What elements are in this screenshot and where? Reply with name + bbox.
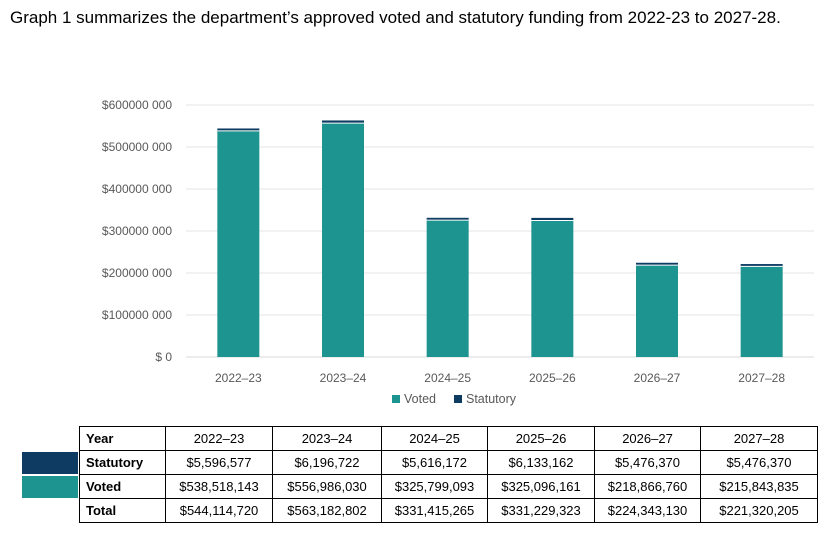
row-label: Voted: [79, 474, 166, 499]
table-cell: $325,096,161: [487, 474, 595, 499]
row-label: Statutory: [79, 450, 166, 475]
legend-label-statutory: Statutory: [466, 392, 517, 406]
bar-voted: [636, 265, 678, 357]
table-cell: $5,616,172: [381, 450, 488, 475]
x-tick-label: 2023–24: [320, 371, 367, 385]
table-cell: $218,866,760: [594, 474, 701, 499]
data-table: Year 2022–23 2023–24 2024–25 2025–26 202…: [79, 426, 818, 523]
bar-statutory: [217, 128, 260, 131]
legend-label-voted: Voted: [404, 392, 436, 406]
table-row-voted: Voted $538,518,143 $556,986,030 $325,799…: [79, 474, 818, 499]
voted-swatch: [22, 476, 78, 498]
table-cell: $221,320,205: [700, 498, 818, 523]
table-cell: $6,133,162: [487, 450, 595, 475]
bar-voted: [426, 220, 469, 357]
legend-swatch-voted: [392, 395, 400, 403]
y-tick-label: $100000 000: [102, 308, 172, 322]
x-tick-label: 2027–28: [738, 371, 785, 385]
table-header-cell: 2024–25: [381, 426, 488, 451]
table-cell: $331,415,265: [381, 498, 488, 523]
table-cell: $331,229,323: [487, 498, 595, 523]
page-title: Graph 1 summarizes the department’s appr…: [10, 8, 781, 27]
bar-voted: [217, 130, 260, 357]
y-tick-label: $400000 000: [102, 182, 172, 196]
x-tick-label: 2025–26: [529, 371, 576, 385]
table-cell: $544,114,720: [165, 498, 273, 523]
x-tick-label: 2026–27: [634, 371, 681, 385]
table-header-cell: 2025–26: [487, 426, 595, 451]
table-cell: $5,476,370: [700, 450, 818, 475]
table-cell: $563,182,802: [272, 498, 382, 523]
y-tick-label: $500000 000: [102, 140, 172, 154]
statutory-swatch: [22, 452, 78, 474]
stacked-bar-chart: $ 0 $100000 000 $200000 000 $300000 000 $400…: [102, 98, 814, 406]
y-tick-label: $ 0: [155, 350, 172, 364]
bar-voted: [740, 266, 783, 357]
legend-swatch-statutory: [454, 395, 462, 403]
bar-statutory: [322, 120, 364, 124]
table-header-cell: 2027–28: [700, 426, 818, 451]
bar-voted: [322, 123, 364, 358]
x-tick-label: 2022–23: [215, 371, 262, 385]
table-cell: $224,343,130: [594, 498, 701, 523]
y-tick-label: $600000 000: [102, 98, 172, 112]
bar-statutory: [740, 264, 783, 267]
row-label: Total: [79, 498, 166, 523]
bar-statutory: [531, 217, 574, 221]
table-cell: $6,196,722: [272, 450, 382, 475]
bar-voted: [531, 220, 574, 357]
y-tick-label: $200000 000: [102, 266, 172, 280]
table-cell: $556,986,030: [272, 474, 382, 499]
table-header-row: Year 2022–23 2023–24 2024–25 2025–26 202…: [79, 426, 818, 451]
table-cell: $5,476,370: [594, 450, 701, 475]
table-cell: $325,799,093: [381, 474, 488, 499]
table-row-total: Total $544,114,720 $563,182,802 $331,415…: [79, 498, 818, 523]
table-header-cell: 2022–23: [165, 426, 273, 451]
table-cell: $5,596,577: [165, 450, 273, 475]
bar-statutory: [426, 217, 469, 221]
x-tick-label: 2024–25: [424, 371, 471, 385]
table-cell: $215,843,835: [700, 474, 818, 499]
table-header-cell: 2023–24: [272, 426, 382, 451]
table-header-cell: 2026–27: [594, 426, 701, 451]
table-cell: $538,518,143: [165, 474, 273, 499]
table-header-cell: Year: [79, 426, 166, 451]
bar-statutory: [636, 262, 678, 266]
y-tick-label: $300000 000: [102, 224, 172, 238]
table-row-statutory: Statutory $5,596,577 $6,196,722 $5,616,1…: [79, 450, 818, 475]
